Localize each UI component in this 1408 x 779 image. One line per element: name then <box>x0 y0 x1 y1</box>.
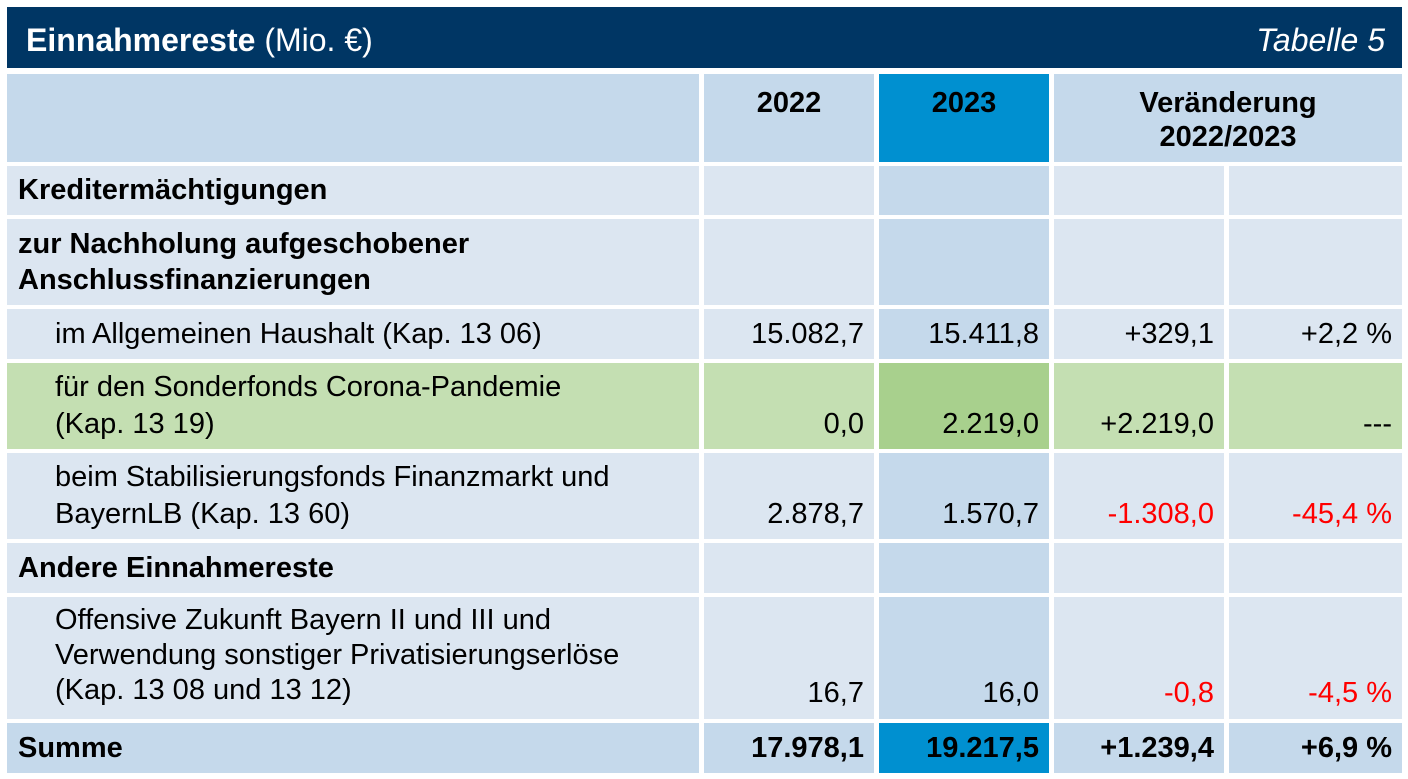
table-title-bar: Einnahmereste (Mio. €) Tabelle 5 <box>7 7 1402 68</box>
change-percent: -4,5 % <box>1229 597 1402 719</box>
total-label: Summe <box>7 723 699 773</box>
empty-cell <box>1229 219 1402 305</box>
value-2023: 15.411,8 <box>879 309 1049 359</box>
total-change-absolute: +1.239,4 <box>1054 723 1224 773</box>
empty-cell <box>879 543 1049 593</box>
value-2022: 16,7 <box>704 597 874 719</box>
empty-cell <box>704 543 874 593</box>
empty-cell <box>1229 543 1402 593</box>
header-change: Veränderung 2022/2023 <box>1054 74 1402 162</box>
row-label-corona: für den Sonderfonds Corona-Pandemie (Kap.… <box>7 363 699 449</box>
empty-cell <box>879 166 1049 215</box>
row-label-allgemeiner-haushalt: im Allgemeinen Haushalt (Kap. 13 06) <box>7 309 699 359</box>
change-absolute: +2.219,0 <box>1054 363 1224 449</box>
value-2023: 16,0 <box>879 597 1049 719</box>
section-kreditermaechtigungen: Kreditermächtigungen <box>7 166 699 215</box>
value-2022: 15.082,7 <box>704 309 874 359</box>
change-percent: +2,2 % <box>1229 309 1402 359</box>
table-title: Einnahmereste (Mio. €) <box>26 22 373 58</box>
row-label-offensive-zukunft: Offensive Zukunft Bayern II und III und V… <box>7 597 699 719</box>
change-absolute: -0,8 <box>1054 597 1224 719</box>
total-2022: 17.978,1 <box>704 723 874 773</box>
empty-cell <box>879 219 1049 305</box>
section-andere-einnahmereste: Andere Einnahmereste <box>7 543 699 593</box>
header-2023: 2023 <box>879 74 1049 162</box>
value-2022: 2.878,7 <box>704 453 874 539</box>
header-label-cell <box>7 74 699 162</box>
table-number: Tabelle 5 <box>1256 22 1385 58</box>
change-absolute: +329,1 <box>1054 309 1224 359</box>
row-label-stabilisierungsfonds: beim Stabilisierungsfonds Finanzmarkt un… <box>7 453 699 539</box>
value-2023: 2.219,0 <box>879 363 1049 449</box>
total-2023: 19.217,5 <box>879 723 1049 773</box>
change-percent: -45,4 % <box>1229 453 1402 539</box>
value-2022: 0,0 <box>704 363 874 449</box>
value-2023: 1.570,7 <box>879 453 1049 539</box>
empty-cell <box>1054 543 1224 593</box>
change-absolute: -1.308,0 <box>1054 453 1224 539</box>
change-percent: --- <box>1229 363 1402 449</box>
empty-cell <box>1054 166 1224 215</box>
section-nachholung: zur Nachholung aufgeschobener Anschlussfi… <box>7 219 699 305</box>
total-change-percent: +6,9 % <box>1229 723 1402 773</box>
empty-cell <box>704 166 874 215</box>
empty-cell <box>1054 219 1224 305</box>
header-2022: 2022 <box>704 74 874 162</box>
empty-cell <box>704 219 874 305</box>
empty-cell <box>1229 166 1402 215</box>
